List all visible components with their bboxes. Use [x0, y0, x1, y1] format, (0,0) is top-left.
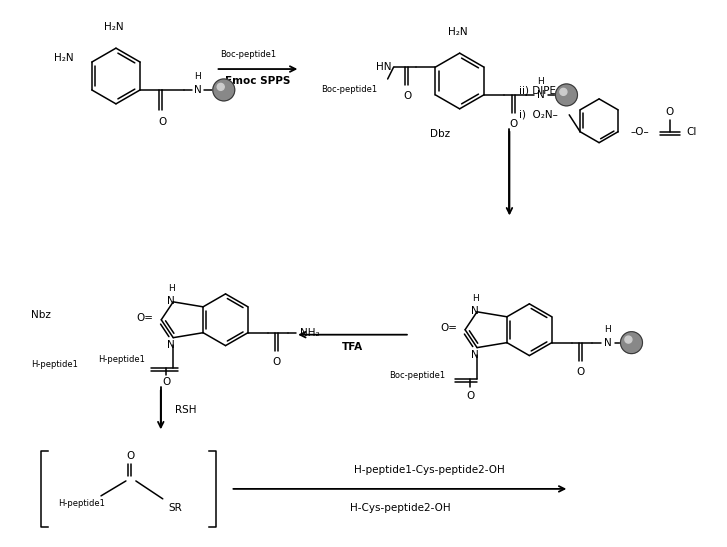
- Text: H: H: [195, 72, 201, 81]
- Text: H-peptide1-Cys-peptide2-OH: H-peptide1-Cys-peptide2-OH: [354, 465, 505, 475]
- Text: Fmoc SPPS: Fmoc SPPS: [225, 76, 291, 86]
- Text: H₂N: H₂N: [55, 53, 74, 63]
- Text: H-peptide1: H-peptide1: [31, 360, 78, 369]
- Circle shape: [213, 79, 235, 101]
- Text: H: H: [537, 77, 544, 86]
- Text: N: N: [471, 350, 479, 359]
- Text: H-Cys-peptide2-OH: H-Cys-peptide2-OH: [350, 503, 450, 513]
- Text: Boc-peptide1: Boc-peptide1: [321, 85, 378, 94]
- Text: Nbz: Nbz: [31, 310, 51, 320]
- Text: O: O: [158, 117, 166, 127]
- Text: H₂N: H₂N: [104, 22, 124, 32]
- Text: HN: HN: [376, 62, 391, 72]
- Text: N: N: [537, 90, 545, 100]
- Text: RSH: RSH: [174, 405, 196, 415]
- Text: O: O: [510, 119, 518, 129]
- Text: Boc-peptide1: Boc-peptide1: [389, 371, 445, 380]
- Text: SR: SR: [169, 503, 182, 513]
- Text: Boc-peptide1: Boc-peptide1: [220, 50, 277, 59]
- Text: O: O: [466, 392, 474, 401]
- Text: H: H: [604, 325, 611, 334]
- Text: –O–: –O–: [630, 127, 648, 137]
- Text: H: H: [472, 294, 478, 303]
- Circle shape: [555, 84, 577, 106]
- Text: O: O: [666, 107, 674, 117]
- Text: N: N: [471, 306, 479, 316]
- Circle shape: [217, 83, 224, 90]
- Text: Dbz: Dbz: [430, 129, 450, 139]
- Text: H-peptide1: H-peptide1: [57, 499, 105, 508]
- Text: N: N: [603, 337, 611, 348]
- Text: H-peptide1: H-peptide1: [98, 355, 145, 364]
- Text: O: O: [273, 357, 281, 366]
- Text: O: O: [577, 366, 585, 376]
- Text: ii) DIPEA: ii) DIPEA: [519, 86, 563, 96]
- Text: Cl: Cl: [687, 127, 697, 137]
- Text: H₂N: H₂N: [448, 27, 467, 37]
- Text: O: O: [126, 451, 135, 461]
- Text: TFA: TFA: [342, 342, 363, 352]
- Circle shape: [621, 331, 643, 353]
- Text: N: N: [167, 296, 175, 306]
- Text: O=: O=: [440, 323, 457, 333]
- Text: i)  O₂N–: i) O₂N–: [519, 110, 558, 120]
- Text: O: O: [162, 377, 170, 387]
- Text: H: H: [168, 284, 174, 293]
- Text: N: N: [194, 85, 202, 95]
- Text: O=: O=: [136, 313, 153, 323]
- Circle shape: [625, 336, 632, 343]
- Text: O: O: [403, 91, 411, 101]
- Text: N: N: [167, 340, 175, 350]
- Text: NH₂: NH₂: [300, 328, 319, 337]
- Circle shape: [560, 89, 567, 95]
